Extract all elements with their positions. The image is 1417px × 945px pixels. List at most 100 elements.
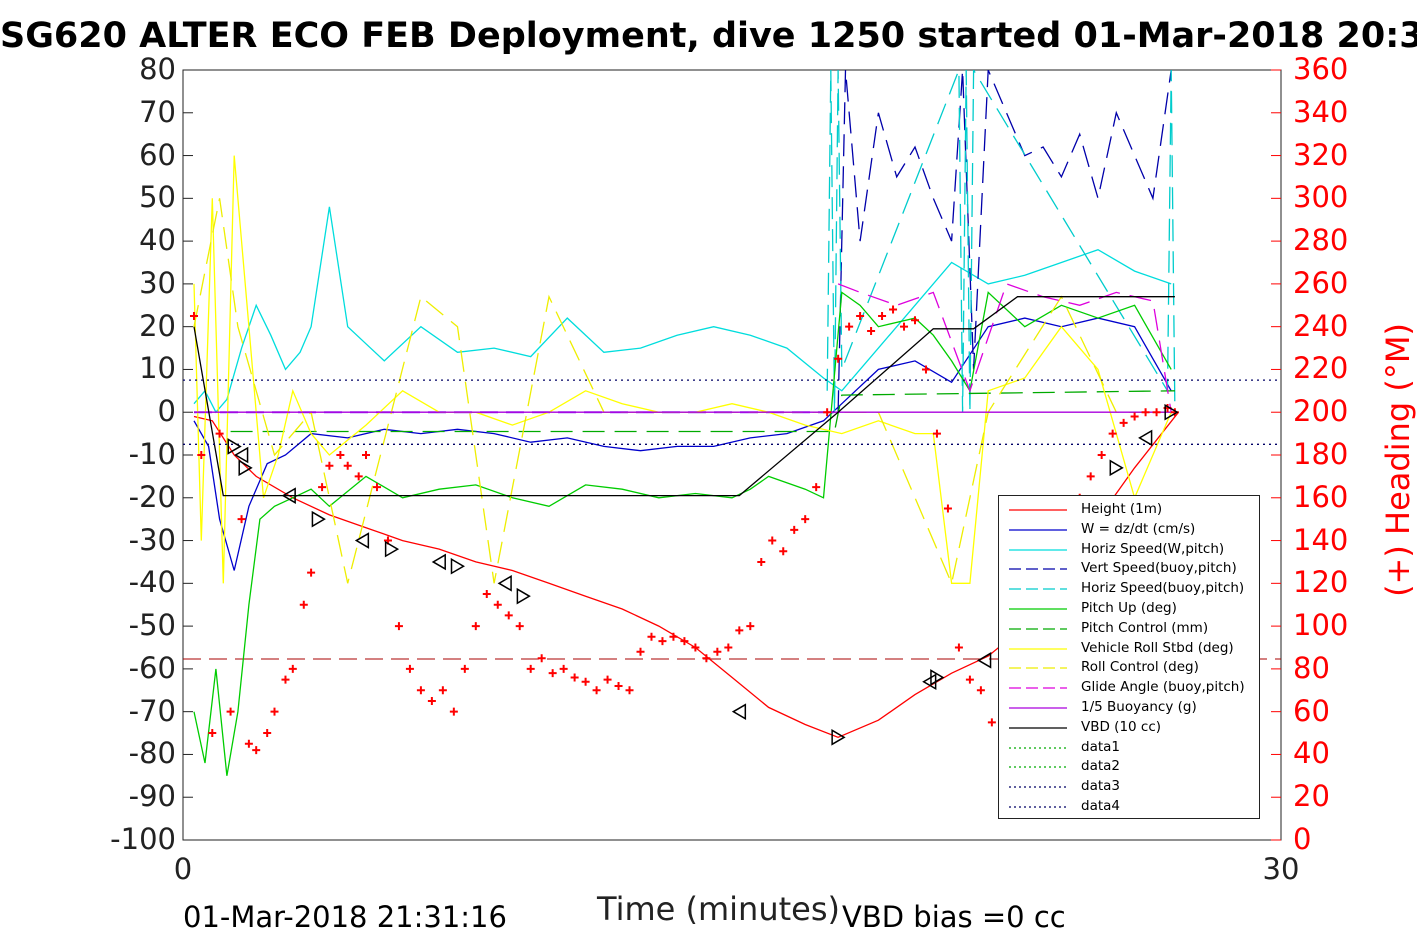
heading-point [471, 622, 480, 631]
event-marker [238, 459, 253, 477]
heading-point [878, 311, 887, 320]
heading-point [270, 707, 279, 716]
legend-label: data3 [1081, 778, 1120, 795]
heading-point [943, 504, 952, 513]
event-marker [450, 557, 465, 575]
y-right-tick-label: 140 [1293, 522, 1349, 557]
y-left-tick-label: 70 [139, 94, 176, 129]
legend-label: Glide Angle (buoy,pitch) [1081, 679, 1245, 696]
legend-item: W = dz/dt (cm/s) [1005, 520, 1255, 540]
y-right-tick-label: 340 [1293, 94, 1349, 129]
legend-swatch [1009, 707, 1067, 709]
legend-label: 1/5 Buoyancy (g) [1081, 699, 1197, 715]
heading-point [548, 669, 557, 678]
y-right-tick-label: 160 [1293, 479, 1349, 514]
y-left-tick-label: 40 [139, 223, 176, 258]
legend-swatch [1009, 746, 1067, 749]
series-line-9 [193, 198, 1172, 586]
heading-point [987, 718, 996, 727]
legend-item: data3 [1005, 777, 1255, 797]
legend-label: Roll Control (deg) [1081, 659, 1199, 676]
legend-swatch [1009, 687, 1067, 689]
event-marker [281, 487, 296, 504]
heading-point [263, 729, 272, 738]
chart-legend: Height (1m) W = dz/dt (cm/s) Horiz Speed(W… [998, 495, 1260, 819]
event-marker [234, 446, 249, 464]
legend-label: Vert Speed(buoy,pitch) [1081, 560, 1237, 577]
event-marker [930, 669, 945, 686]
legend-label: Pitch Control (mm) [1081, 619, 1209, 636]
heading-point [449, 707, 458, 716]
legend-label: data1 [1081, 738, 1120, 755]
y-right-tick-label: 80 [1293, 650, 1330, 685]
heading-point [1130, 412, 1139, 421]
heading-point [965, 675, 974, 684]
heading-point [482, 590, 491, 599]
y-left-tick-label: 30 [139, 265, 176, 300]
legend-item: Vehicle Roll Stbd (deg) [1005, 639, 1255, 659]
series-line-3 [193, 206, 1172, 414]
chart-title: SG620 ALTER ECO FEB Deployment, dive 125… [0, 16, 1417, 56]
heading-point [669, 632, 678, 641]
y-right-tick-label: 200 [1293, 394, 1349, 429]
legend-item: Pitch Up (deg) [1005, 599, 1255, 619]
y-right-tick-label: 360 [1293, 52, 1349, 86]
legend-item: Glide Angle (buoy,pitch) [1005, 678, 1255, 698]
x-tick-label: 30 [1262, 852, 1300, 886]
heading-point [189, 311, 198, 320]
heading-point [614, 682, 623, 690]
heading-point [354, 472, 363, 481]
legend-item: data2 [1005, 757, 1255, 777]
heading-point [336, 451, 345, 459]
legend-swatch [1009, 568, 1067, 571]
y-right-tick-label: 280 [1293, 223, 1349, 258]
legend-swatch [1009, 727, 1067, 729]
y-left-tick-label: -20 [128, 479, 176, 514]
heading-point [237, 515, 246, 524]
heading-point [427, 696, 436, 705]
heading-point [526, 664, 535, 673]
heading-point [215, 429, 224, 438]
heading-point [713, 647, 722, 656]
legend-label: Horiz Speed(buoy,pitch) [1081, 580, 1245, 597]
series-line-6 [193, 291, 1172, 776]
heading-point [932, 429, 941, 438]
y-right-tick-label: 100 [1293, 608, 1349, 643]
event-marker [227, 438, 242, 455]
y-right-tick-label: 180 [1293, 437, 1349, 471]
heading-point [438, 686, 447, 695]
heading-point [252, 746, 261, 755]
y-left-tick-label: -40 [128, 565, 176, 600]
heading-point [460, 664, 469, 673]
heading-point [845, 322, 854, 331]
heading-point [680, 637, 689, 646]
y-left-tick-label: -30 [128, 522, 176, 557]
event-marker [354, 532, 370, 549]
heading-point [504, 611, 513, 620]
heading-point [801, 515, 810, 524]
event-marker [831, 729, 846, 746]
legend-swatch [1009, 608, 1067, 610]
heading-point [636, 647, 645, 656]
heading-point [1108, 429, 1117, 438]
heading-point [318, 483, 327, 492]
heading-point [900, 322, 909, 331]
legend-label: W = dz/dt (cm/s) [1081, 520, 1196, 537]
legend-swatch [1009, 786, 1067, 788]
heading-point [581, 677, 590, 686]
legend-swatch [1009, 647, 1067, 650]
y-right-tick-label: 40 [1293, 736, 1330, 771]
legend-label: Horiz Speed(W,pitch) [1081, 540, 1225, 557]
legend-item: Horiz Speed(W,pitch) [1005, 540, 1255, 560]
y-left-tick-label: 20 [139, 308, 176, 343]
event-marker [731, 703, 747, 720]
y-left-tick-label: 50 [139, 180, 176, 215]
heading-point [625, 686, 634, 695]
heading-point [921, 365, 930, 374]
legend-label: Pitch Up (deg) [1081, 600, 1177, 616]
x-axis-label: Time (minutes) [597, 890, 840, 928]
heading-point [559, 664, 568, 673]
heading-point [208, 729, 217, 738]
series-line-2 [193, 317, 1172, 571]
y-right-tick-label: 220 [1293, 351, 1349, 386]
